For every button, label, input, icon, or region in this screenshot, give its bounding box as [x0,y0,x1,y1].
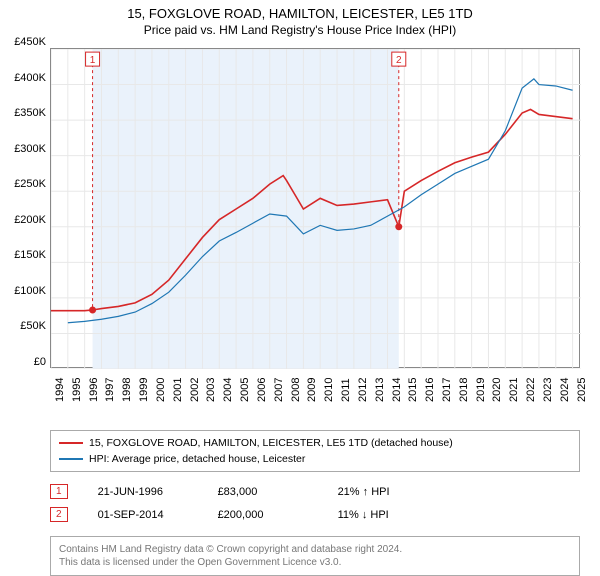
svg-text:1: 1 [90,55,96,66]
x-axis-labels: 1994199519961997199819992000200120022003… [50,374,580,404]
chart-svg: 12 [51,49,581,369]
marker-date-2: 01-SEP-2014 [98,509,188,521]
legend-label-hpi: HPI: Average price, detached house, Leic… [89,453,305,465]
legend-swatch-property [59,442,83,444]
marker-price-1: £83,000 [218,486,308,498]
bottom-panel: 15, FOXGLOVE ROAD, HAMILTON, LEICESTER, … [50,430,580,576]
legend-swatch-hpi [59,458,83,460]
legend-row-property: 15, FOXGLOVE ROAD, HAMILTON, LEICESTER, … [59,435,571,451]
credit-line-2: This data is licensed under the Open Gov… [59,556,571,569]
svg-text:2: 2 [396,55,402,66]
legend: 15, FOXGLOVE ROAD, HAMILTON, LEICESTER, … [50,430,580,472]
legend-label-property: 15, FOXGLOVE ROAD, HAMILTON, LEICESTER, … [89,437,453,449]
marker-delta-1: 21% ↑ HPI [338,486,428,498]
legend-row-hpi: HPI: Average price, detached house, Leic… [59,451,571,467]
marker-table: 1 21-JUN-1996 £83,000 21% ↑ HPI 2 01-SEP… [50,480,580,526]
plot: 12 [50,48,580,368]
marker-badge-2: 2 [50,507,68,522]
marker-row-1: 1 21-JUN-1996 £83,000 21% ↑ HPI [50,480,580,503]
marker-delta-2: 11% ↓ HPI [338,509,428,521]
chart-area: £0£50K£100K£150K£200K£250K£300K£350K£400… [50,48,580,398]
page-subtitle: Price paid vs. HM Land Registry's House … [0,21,600,43]
credit-box: Contains HM Land Registry data © Crown c… [50,536,580,576]
marker-price-2: £200,000 [218,509,308,521]
credit-line-1: Contains HM Land Registry data © Crown c… [59,543,571,556]
marker-date-1: 21-JUN-1996 [98,486,188,498]
marker-badge-1: 1 [50,484,68,499]
page-title: 15, FOXGLOVE ROAD, HAMILTON, LEICESTER, … [0,0,600,21]
y-axis-labels: £0£50K£100K£150K£200K£250K£300K£350K£400… [2,42,46,372]
marker-row-2: 2 01-SEP-2014 £200,000 11% ↓ HPI [50,503,580,526]
